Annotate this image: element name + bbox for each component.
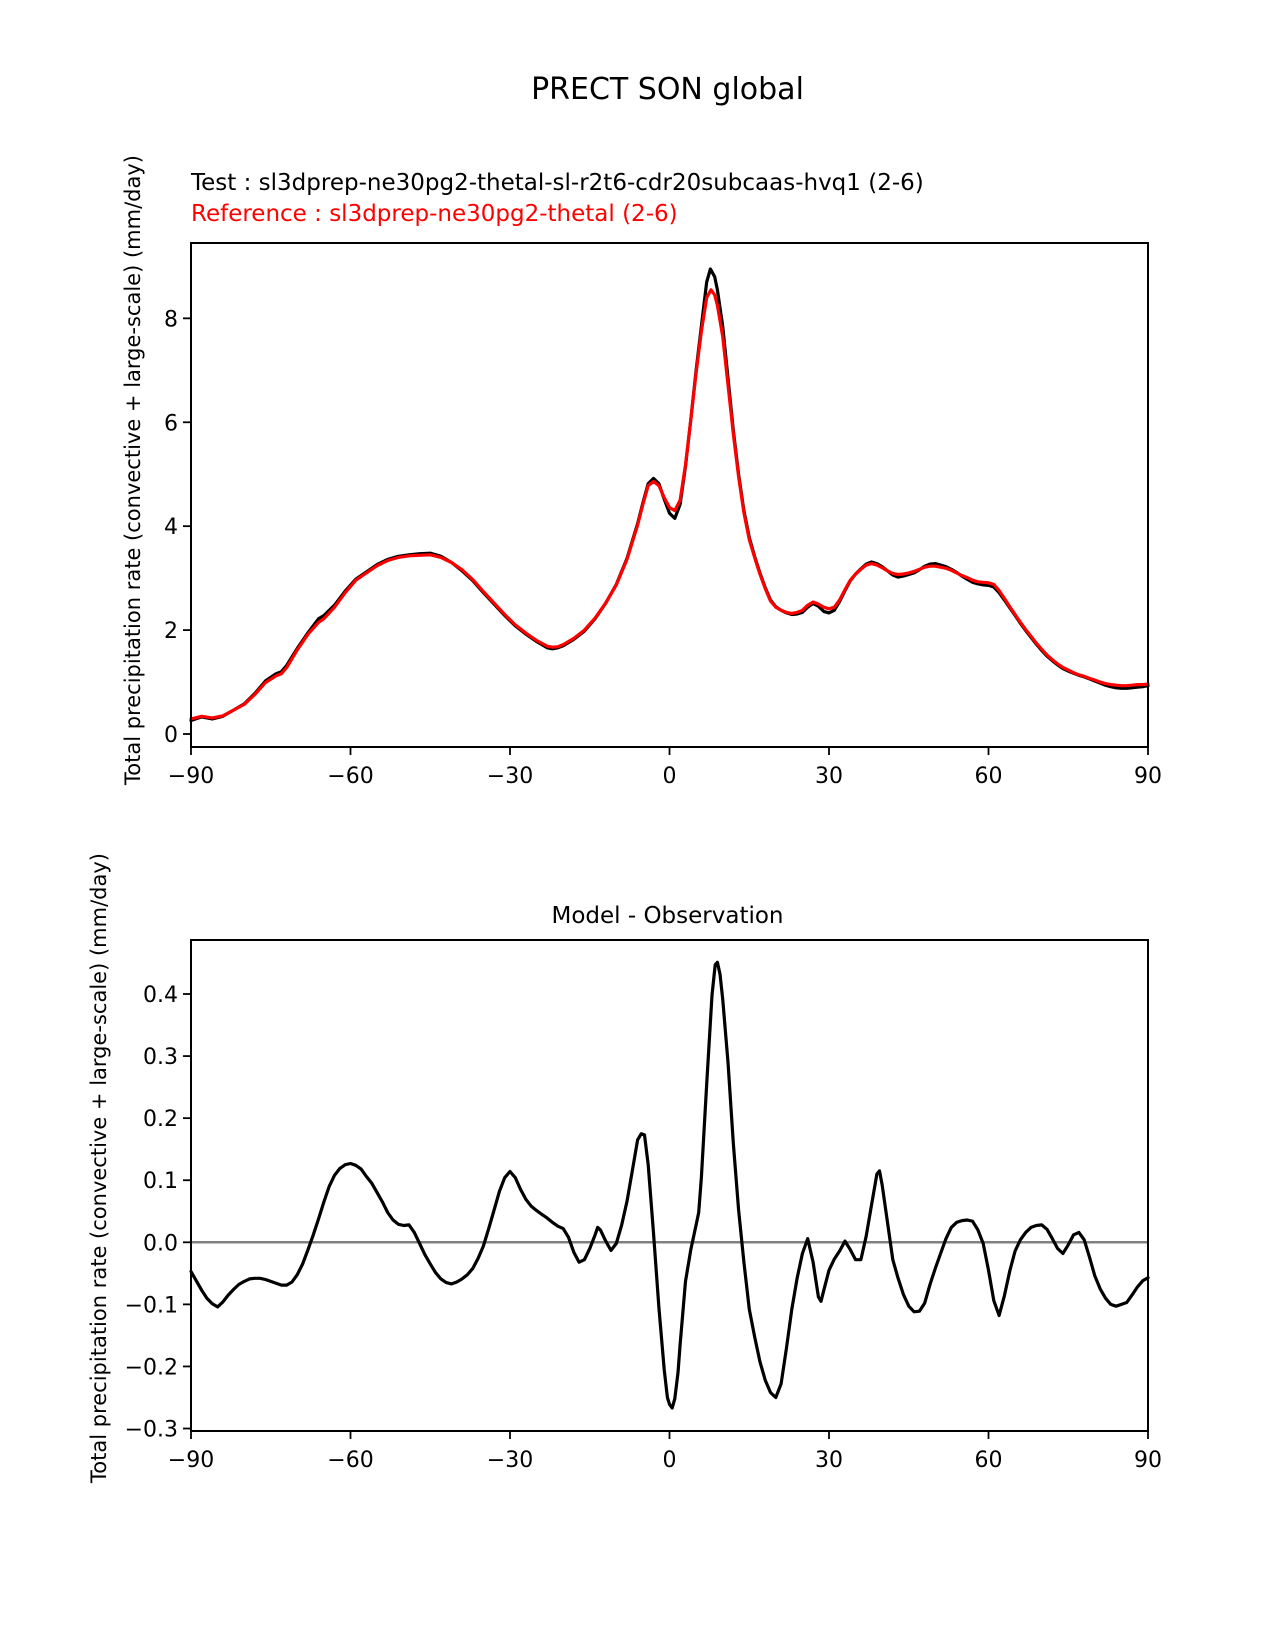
x-tick-label: −60 xyxy=(327,1448,373,1473)
axes-box xyxy=(190,939,1149,1432)
x-tick-label: −90 xyxy=(168,764,214,789)
figure-title: PRECT SON global xyxy=(531,72,804,107)
legend-entry-reference: Reference : sl3dprep-ne30pg2-thetal (2-6… xyxy=(191,201,678,227)
y-tick-label: −0.1 xyxy=(125,1293,178,1318)
x-tick-label: −30 xyxy=(487,1448,533,1473)
series-line-1 xyxy=(189,288,1150,721)
x-tick-label: 30 xyxy=(815,1448,843,1473)
y-tick-label: −0.2 xyxy=(125,1355,178,1380)
y-tick-label: 0.2 xyxy=(143,1107,178,1132)
x-tick-label: 30 xyxy=(815,764,843,789)
y-tick-label: 4 xyxy=(164,515,178,540)
x-tick-label: 60 xyxy=(975,764,1003,789)
bottom-plot: −90 −60 −30 0 30 60 90 0.4 0.3 0.2 0.1 0.0 −0.1 −0.2 −… xyxy=(125,939,1162,1473)
y-tick-label: −0.3 xyxy=(125,1418,178,1443)
y-tick-label: 0.4 xyxy=(143,983,178,1008)
y-tick-label: 0.1 xyxy=(143,1169,178,1194)
x-tick-label: 90 xyxy=(1134,1448,1162,1473)
y-tick-label: 0.3 xyxy=(143,1045,178,1070)
x-tick-label: 0 xyxy=(663,764,677,789)
series-line-0 xyxy=(189,960,1150,1410)
y-tick-label: 8 xyxy=(164,307,178,332)
y-tick-label: 0.0 xyxy=(143,1231,178,1256)
y-tick-label: 2 xyxy=(164,619,178,644)
legend-entry-test: Test : sl3dprep-ne30pg2-thetal-sl-r2t6-c… xyxy=(191,170,924,196)
diff-panel-title: Model - Observation xyxy=(551,903,784,929)
x-tick-label: −60 xyxy=(327,764,373,789)
y-tick-label: 6 xyxy=(164,411,178,436)
x-tick-label: −30 xyxy=(487,764,533,789)
series-line-0 xyxy=(189,267,1150,723)
x-tick-label: 90 xyxy=(1134,764,1162,789)
axes-box xyxy=(190,242,1149,748)
y-tick-label: 0 xyxy=(164,723,178,748)
top-plot: −90 −60 −30 0 30 60 90 0 2 4 6 8 xyxy=(164,242,1162,789)
x-tick-label: 60 xyxy=(975,1448,1003,1473)
x-tick-label: −90 xyxy=(168,1448,214,1473)
x-tick-label: 0 xyxy=(663,1448,677,1473)
